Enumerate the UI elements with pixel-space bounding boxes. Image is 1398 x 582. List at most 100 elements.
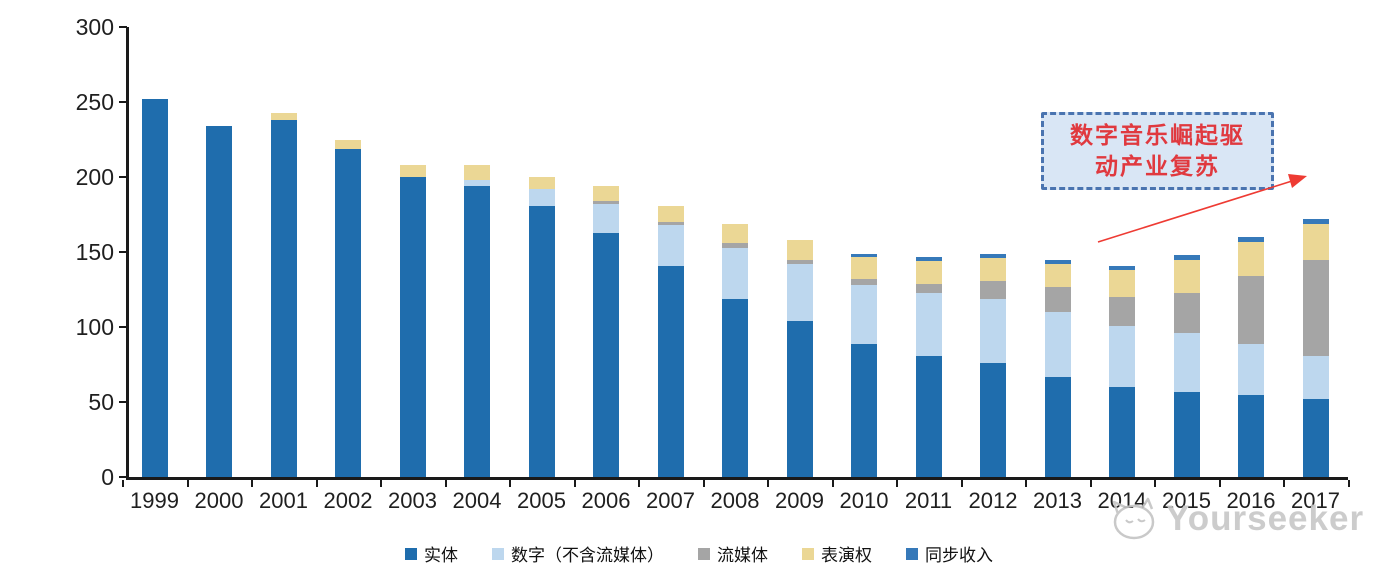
bar-segment-2002: [335, 148, 361, 477]
x-axis-label: 2001: [259, 488, 308, 513]
legend-swatch-icon: [698, 547, 710, 560]
bar-segment-2006: [593, 204, 619, 233]
x-axis-label: 2011: [904, 488, 953, 513]
x-axis-label: 2017: [1291, 488, 1340, 513]
legend-item: 同步收入: [906, 541, 993, 566]
y-axis-tick: [119, 26, 127, 28]
bar-segment-2002: [335, 139, 361, 149]
bar-segment-2011: [915, 355, 942, 477]
bar-segment-2010: [851, 253, 877, 257]
x-axis-label: 1999: [130, 488, 179, 513]
bar-segment-2014: [1109, 297, 1135, 326]
y-axis-tick: [119, 326, 127, 328]
watermark: Yourseeker: [1108, 496, 1364, 542]
y-axis-tick: [119, 476, 127, 478]
bar-segment-2006: [593, 186, 619, 201]
bar-segment-2008: [722, 247, 748, 299]
bar-segment-2011: [915, 261, 942, 284]
legend-item: 数字（不含流媒体）: [492, 541, 664, 566]
bar-segment-2016: [1238, 343, 1264, 395]
y-axis-label: 250: [75, 89, 114, 115]
bar-segment-2017: [1302, 259, 1329, 356]
x-axis-label: 2006: [581, 488, 631, 513]
x-axis-line: [126, 477, 1348, 480]
bar-segment-2013: [1044, 259, 1071, 264]
x-axis-tick: [1025, 480, 1028, 487]
x-axis-tick: [186, 480, 189, 487]
bar-segment-2017: [1302, 355, 1329, 399]
y-axis-tick: [119, 251, 127, 253]
x-axis-label: 2012: [968, 488, 1018, 513]
x-axis-tick: [380, 480, 383, 487]
bar-segment-2016: [1238, 276, 1264, 344]
bar-segment-2005: [528, 177, 555, 189]
bar-segment-2010: [851, 285, 877, 344]
x-axis-label: 2003: [388, 488, 437, 513]
bar-segment-1999: [141, 99, 168, 477]
bar-segment-2017: [1302, 399, 1329, 477]
bar-segment-2006: [593, 232, 619, 477]
y-axis-line: [126, 27, 129, 480]
y-axis-tick: [119, 401, 127, 403]
bar-segment-2009: [786, 264, 813, 321]
bar-segment-2015: [1173, 292, 1200, 333]
bar-segment-2009: [786, 321, 813, 477]
bar-segment-2011: [915, 283, 942, 293]
y-axis-label: 100: [75, 314, 114, 340]
bar-segment-2012: [980, 280, 1006, 299]
bar-segment-2006: [593, 201, 619, 204]
x-axis-label: 2016: [1226, 488, 1276, 513]
y-axis-label: 150: [75, 239, 114, 265]
y-axis-label: 50: [88, 389, 114, 415]
bar-segment-2016: [1238, 237, 1264, 242]
x-axis-tick: [638, 480, 641, 487]
bar-segment-2008: [722, 223, 748, 243]
annotation-callout: 数字音乐崛起驱 动产业复苏: [1041, 112, 1274, 190]
y-axis-tick: [119, 176, 127, 178]
legend-swatch-icon: [906, 547, 918, 560]
legend-item: 实体: [405, 541, 458, 566]
x-axis-tick: [444, 480, 447, 487]
bar-segment-2013: [1044, 376, 1071, 477]
bar-segment-2007: [657, 205, 684, 222]
x-axis-label: 2015: [1162, 488, 1211, 513]
x-axis-label: 2010: [839, 488, 889, 513]
bar-segment-2003: [399, 165, 426, 177]
x-axis-tick: [960, 480, 963, 487]
x-axis-tick: [767, 480, 770, 487]
y-axis-label: 0: [101, 464, 114, 490]
x-axis-label: 2005: [517, 488, 566, 513]
bar-segment-2012: [980, 298, 1006, 363]
bar-segment-2007: [657, 225, 684, 266]
bar-segment-2010: [851, 279, 877, 285]
bar-segment-2013: [1044, 286, 1071, 312]
bar-segment-2008: [722, 243, 748, 248]
bar-segment-2005: [528, 189, 555, 206]
bar-segment-2016: [1238, 394, 1264, 477]
bar-segment-2012: [980, 363, 1006, 477]
legend-item: 流媒体: [698, 541, 768, 566]
y-axis-tick: [119, 101, 127, 103]
x-axis-tick: [1347, 480, 1350, 487]
x-axis-label: 2013: [1033, 488, 1082, 513]
bar-segment-2015: [1173, 255, 1200, 260]
legend-label: 数字（不含流媒体）: [511, 546, 664, 565]
bar-segment-2014: [1109, 387, 1135, 477]
bar-segment-2014: [1109, 270, 1135, 297]
bar-segment-2003: [399, 177, 426, 477]
bar-segment-2016: [1238, 241, 1264, 276]
bar-segment-2004: [464, 165, 490, 180]
legend-swatch-icon: [802, 547, 814, 560]
bar-segment-2011: [915, 292, 942, 356]
bar-segment-2015: [1173, 391, 1200, 477]
y-axis-label: 200: [75, 164, 114, 190]
bar-segment-2012: [980, 253, 1006, 258]
bar-segment-2009: [786, 240, 813, 260]
y-axis-label: 300: [75, 14, 114, 40]
x-axis-label: 2007: [646, 488, 695, 513]
watermark-text: Yourseeker: [1166, 499, 1365, 538]
bar-segment-2005: [528, 205, 555, 477]
x-axis-tick: [896, 480, 899, 487]
bar-segment-2008: [722, 298, 748, 477]
